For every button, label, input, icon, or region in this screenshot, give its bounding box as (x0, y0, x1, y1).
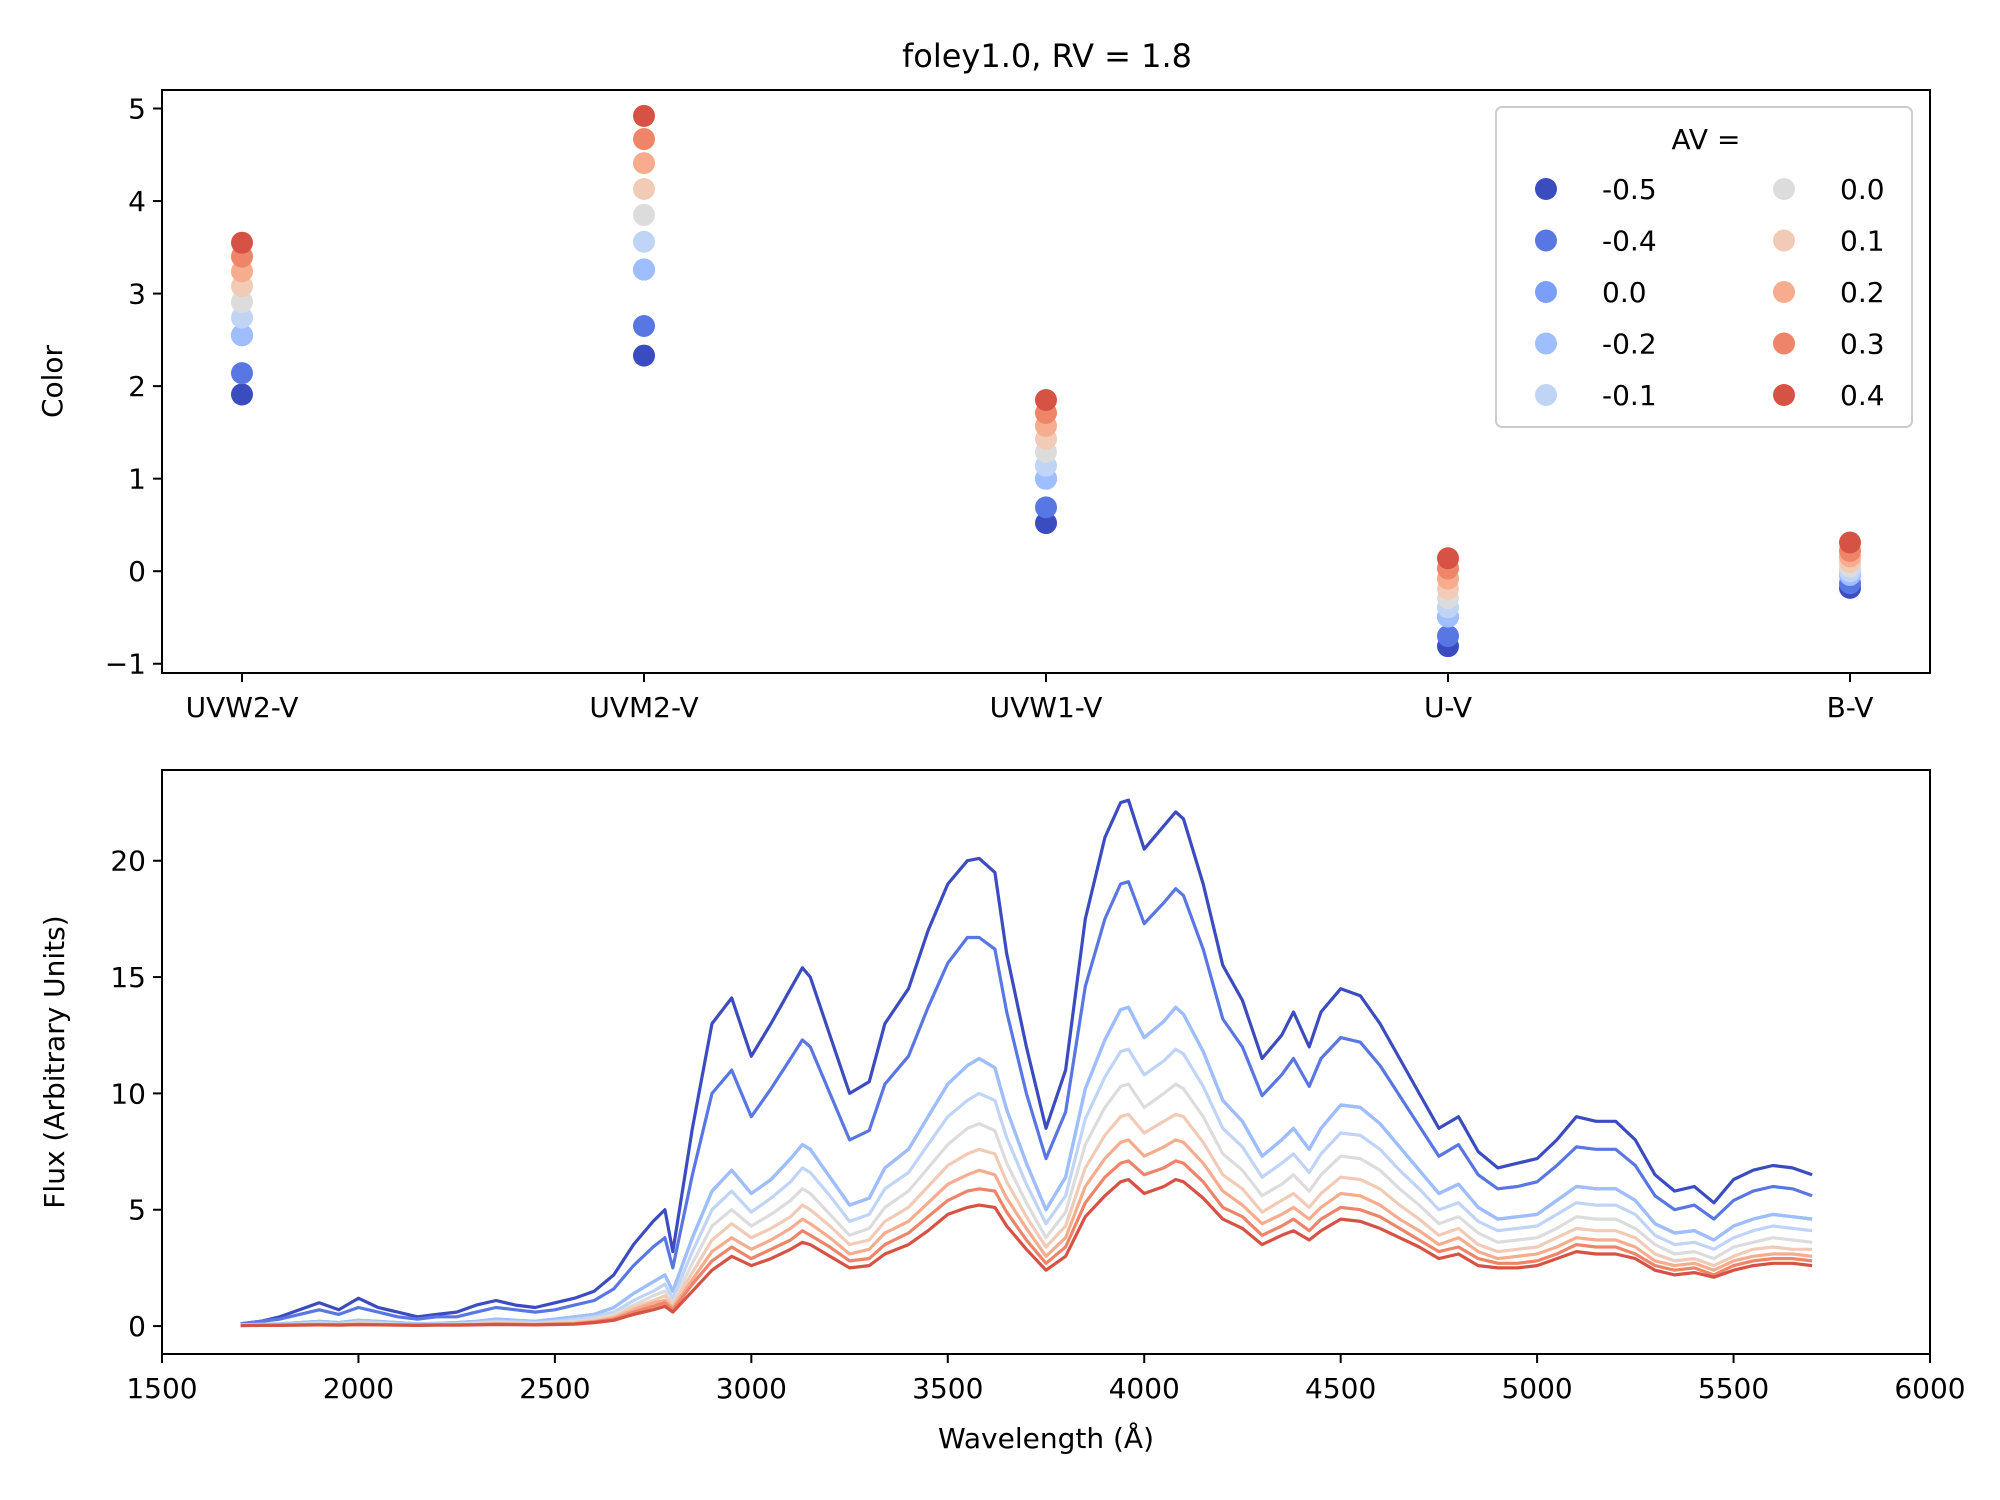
x-tick-label: 6000 (1894, 1372, 1965, 1405)
x-tick-label: 4000 (1109, 1372, 1180, 1405)
legend-label: 0.2 (1840, 276, 1885, 309)
data-point (633, 128, 655, 151)
x-tick-label: 5000 (1501, 1372, 1572, 1405)
y-axis-label: Color (36, 344, 69, 418)
x-tick-label: 3000 (716, 1372, 787, 1405)
legend-label: 0.3 (1840, 328, 1885, 361)
legend-marker (1773, 332, 1795, 355)
y-tick-label: 10 (110, 1077, 146, 1110)
data-point (633, 203, 655, 226)
y-tick-label: 3 (128, 278, 146, 311)
legend-marker (1535, 384, 1557, 406)
legend-label: -0.2 (1602, 328, 1657, 361)
x-tick-label: 2500 (519, 1372, 590, 1405)
y-tick-label: −1 (105, 648, 146, 681)
data-point (231, 290, 253, 313)
spectrum-line (240, 1177, 1813, 1328)
x-tick-label: UVM2-V (589, 691, 698, 724)
legend-marker (1773, 384, 1795, 406)
data-point (1035, 389, 1057, 412)
figure-title: foley1.0, RV = 1.8 (902, 37, 1192, 75)
legend-marker (1535, 178, 1557, 200)
y-tick-label: 0 (128, 1310, 146, 1343)
data-point (633, 344, 655, 367)
data-point (231, 383, 253, 406)
data-point (1437, 624, 1459, 647)
data-point (633, 230, 655, 253)
legend-label: -0.4 (1602, 225, 1657, 258)
spectrum-line (240, 1005, 1813, 1327)
x-tick-label: 1500 (126, 1372, 197, 1405)
x-tick-label: UVW1-V (990, 691, 1103, 724)
legend-label: -0.1 (1602, 379, 1657, 412)
data-point (633, 104, 655, 127)
data-point (1035, 496, 1057, 519)
color-scatter-plot: −1 0 1 2 3 4 5 UVW2-V UVM2-V UVW1-V U-V B-V Color AV … (36, 89, 1931, 724)
spectrum-line (240, 798, 1813, 1326)
x-tick-label: U-V (1424, 691, 1472, 724)
data-point (231, 231, 253, 254)
legend-marker (1535, 332, 1557, 355)
spectrum-line (240, 1138, 1813, 1327)
legend-marker (1773, 229, 1795, 252)
y-tick-label: 20 (110, 845, 146, 878)
y-tick-label: 4 (128, 185, 146, 218)
legend: AV = -0.5 -0.4 0.0 -0.2 -0.1 0.0 0.1 0.2 0.3 0.4 (1495, 106, 1913, 428)
data-point (1437, 547, 1459, 570)
x-tick-label: 5500 (1698, 1372, 1769, 1405)
x-tick-label: 4500 (1305, 1372, 1376, 1405)
legend-marker (1773, 178, 1795, 200)
y-axis-label: Flux (Arbitrary Units) (38, 915, 71, 1208)
y-tick-label: 15 (110, 961, 146, 994)
data-point (231, 324, 253, 347)
data-point (633, 258, 655, 281)
y-tick-label: 5 (128, 93, 146, 126)
x-axis-label: Wavelength (Å) (938, 1421, 1154, 1455)
legend-label: 0.4 (1840, 379, 1885, 412)
plot-frame (161, 769, 1931, 1355)
y-tick-label: 1 (128, 463, 146, 496)
data-point (1035, 512, 1057, 535)
data-point (1839, 531, 1861, 554)
flux-spectrum-plot: 1500 2000 2500 3000 3500 4000 4500 5000 5500 6000… (38, 769, 1966, 1455)
x-tick-label: 3500 (912, 1372, 983, 1405)
y-tick-label: 0 (128, 555, 146, 588)
legend-label: 0.0 (1840, 173, 1885, 206)
legend-box (1495, 106, 1913, 428)
plot-frame (161, 89, 1931, 674)
legend-label: -0.5 (1602, 173, 1657, 206)
spectrum-line (240, 880, 1813, 1326)
data-point (231, 362, 253, 385)
y-tick-label: 5 (128, 1194, 146, 1227)
legend-marker (1535, 229, 1557, 252)
legend-label: 0.0 (1602, 276, 1647, 309)
x-tick-label: 2000 (323, 1372, 394, 1405)
y-tick-label: 2 (128, 370, 146, 403)
legend-marker (1535, 281, 1557, 303)
legend-title: AV = (1672, 123, 1741, 156)
x-tick-label: B-V (1827, 691, 1874, 724)
data-point (231, 306, 253, 329)
data-point (633, 314, 655, 337)
legend-marker (1773, 281, 1795, 303)
data-point (633, 178, 655, 201)
data-point (633, 152, 655, 175)
legend-label: 0.1 (1840, 225, 1885, 258)
x-tick-label: UVW2-V (186, 691, 299, 724)
